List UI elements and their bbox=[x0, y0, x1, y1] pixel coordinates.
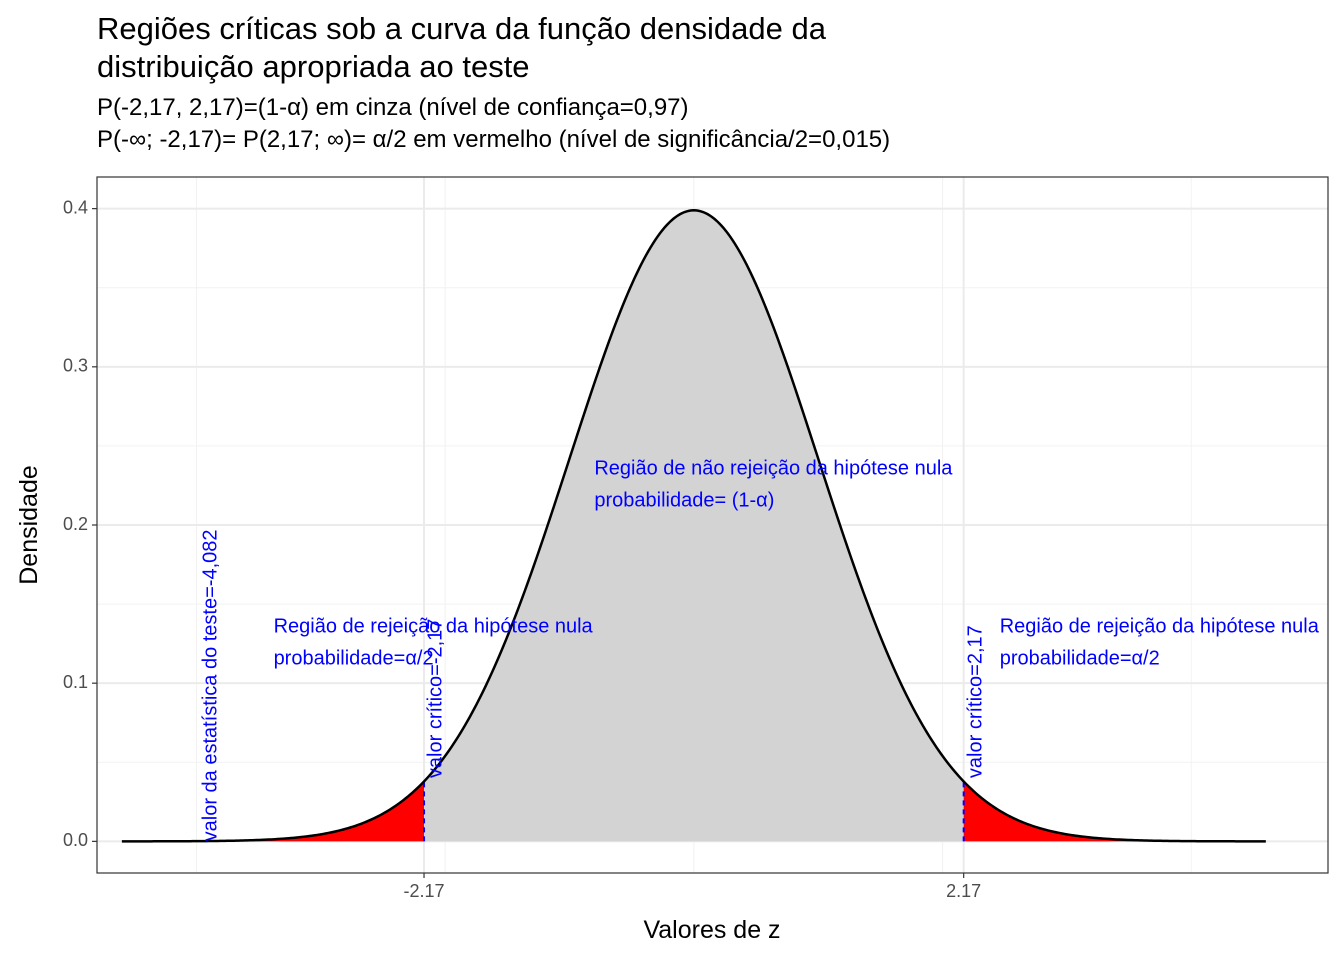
annotation-text: Região de rejeição da hipótese nula proba… bbox=[274, 616, 594, 670]
annotation-line: probabilidade=α/2 bbox=[1000, 648, 1160, 670]
annotation-text: valor da estatística do teste=-4,082 bbox=[200, 530, 222, 842]
chart-title-block: Regiões críticas sob a curva da função d… bbox=[97, 10, 890, 156]
y-tick-label: 0.2 bbox=[63, 514, 88, 534]
region-right-rejection bbox=[963, 781, 1266, 842]
chart-subtitle-line-1: P(-2,17, 2,17)=(1-α) em cinza (nível de … bbox=[97, 94, 689, 121]
annotation-line: probabilidade= (1-α) bbox=[594, 490, 774, 512]
region-left-rejection bbox=[121, 781, 425, 842]
x-axis-label: Valores de z bbox=[643, 916, 780, 944]
chart-title-line-2: distribuição apropriada ao teste bbox=[97, 49, 530, 84]
axes: 0.0 0.1 0.2 0.3 0.4 -2.17 2.17 bbox=[63, 197, 981, 901]
annotation-line: Região de não rejeição da hipótese nula bbox=[594, 458, 953, 480]
y-tick-label: 0.3 bbox=[63, 356, 88, 376]
annotation-text: Região de rejeição da hipótese nula proba… bbox=[1000, 616, 1320, 670]
annotation-text: Região de não rejeição da hipótese nula p… bbox=[594, 458, 953, 512]
density-curve bbox=[121, 209, 1266, 843]
critical-value-lines bbox=[423, 781, 965, 842]
y-tick-label: 0.0 bbox=[63, 830, 88, 850]
y-tick-label: 0.4 bbox=[63, 197, 88, 217]
y-tick-label: 0.1 bbox=[63, 672, 88, 692]
chart-subtitle-line-2: P(-∞; -2,17)= P(2,17; ∞)= α/2 em vermelh… bbox=[97, 126, 891, 153]
annotation-line: probabilidade=α/2 bbox=[274, 648, 434, 670]
y-axis-label: Densidade bbox=[15, 465, 43, 585]
x-tick-label: -2.17 bbox=[404, 881, 445, 901]
x-tick-label: 2.17 bbox=[946, 881, 981, 901]
shaded-regions bbox=[121, 210, 1266, 842]
annotations: Região de não rejeição da hipótese nula p… bbox=[200, 458, 1320, 842]
annotation-line: Região de rejeição da hipótese nula bbox=[1000, 616, 1320, 638]
region-non-rejection bbox=[424, 210, 964, 842]
annotation-text: valor crítico=2,17 bbox=[964, 625, 986, 778]
annotation-line: Região de rejeição da hipótese nula bbox=[274, 616, 594, 638]
annotation-text: valor crítico=-2,17 bbox=[425, 619, 447, 779]
chart-title-line-1: Regiões críticas sob a curva da função d… bbox=[97, 11, 826, 46]
